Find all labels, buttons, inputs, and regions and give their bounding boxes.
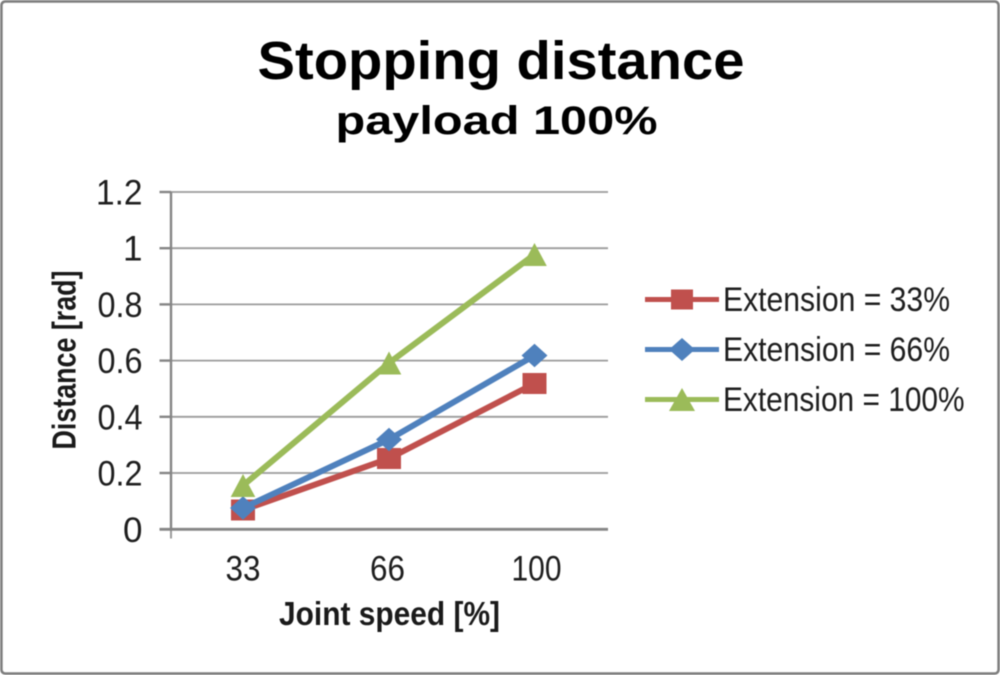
svg-text:0: 0 [123, 511, 142, 550]
svg-text:Extension = 33%: Extension = 33% [723, 281, 950, 319]
svg-text:Distance [rad]: Distance [rad] [45, 271, 82, 450]
svg-text:Stopping distance: Stopping distance [258, 31, 745, 91]
svg-text:Extension = 100%: Extension = 100% [723, 381, 965, 419]
svg-text:payload 100%: payload 100% [336, 99, 658, 143]
svg-text:0.4: 0.4 [98, 398, 143, 437]
svg-text:66: 66 [370, 549, 405, 588]
svg-text:0.8: 0.8 [98, 286, 143, 325]
svg-text:1.2: 1.2 [96, 174, 143, 213]
svg-text:1: 1 [123, 230, 142, 269]
svg-text:100: 100 [512, 549, 562, 588]
svg-text:Joint speed [%]: Joint speed [%] [279, 595, 500, 632]
svg-text:0.6: 0.6 [98, 342, 143, 381]
svg-text:0.2: 0.2 [98, 455, 143, 494]
svg-text:33: 33 [226, 549, 261, 588]
svg-text:Extension = 66%: Extension = 66% [723, 331, 950, 369]
